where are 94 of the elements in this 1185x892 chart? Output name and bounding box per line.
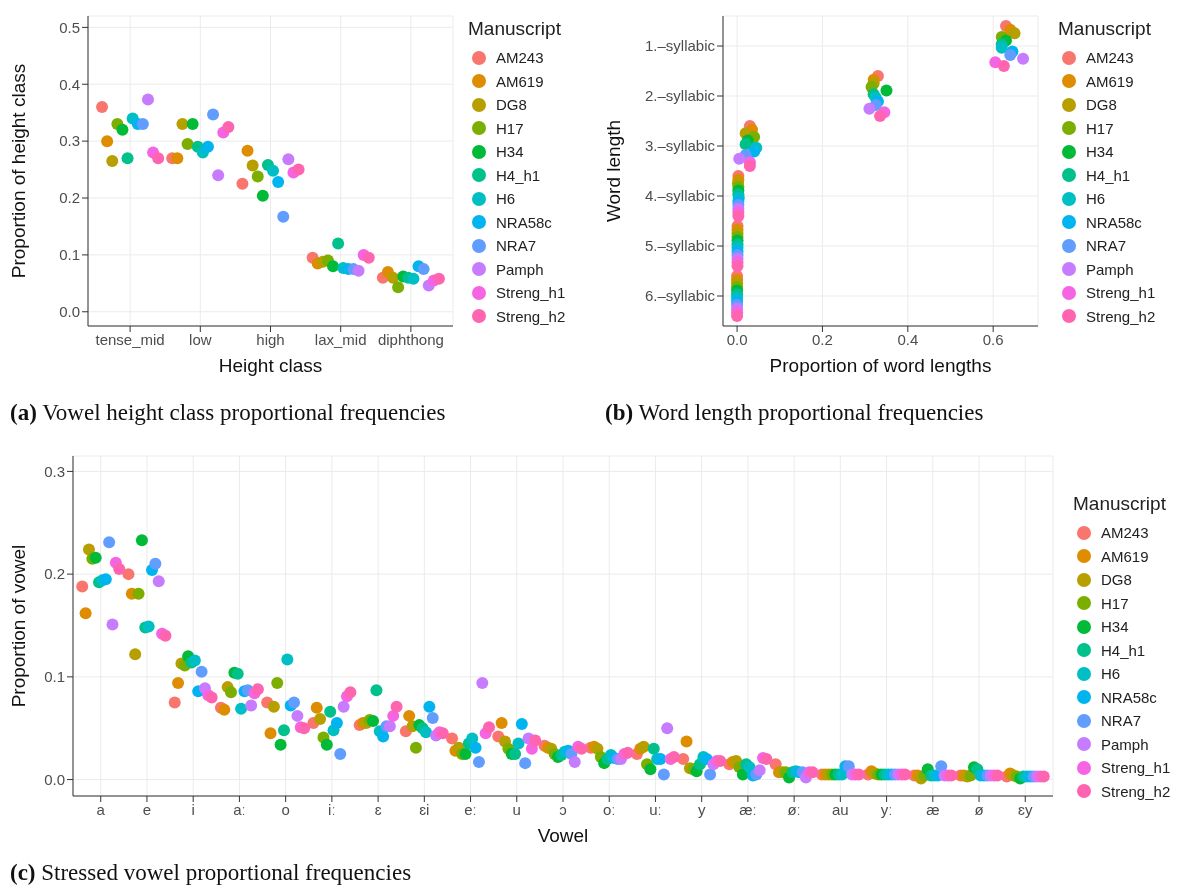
legend-label: H4_h1 <box>1086 166 1131 184</box>
x-tick-label: uː <box>649 800 662 818</box>
y-tick-label: 5.–syllabic <box>644 237 716 255</box>
text: (a) Vowel height class proportional frequencies <box>10 400 446 426</box>
legend-label: NRA58c <box>1101 688 1157 706</box>
legend-label: AM619 <box>496 72 544 90</box>
y-tick-label: 0.4 <box>59 75 80 93</box>
x-axis-title: Height class <box>218 355 323 376</box>
legend-label: H4_h1 <box>1101 641 1146 659</box>
legend-label: Streng_h2 <box>1086 307 1156 325</box>
x-tick-label: ɛy <box>1018 800 1033 818</box>
legend-label: Pamph <box>1086 260 1134 278</box>
legend-label: H6 <box>1086 190 1106 208</box>
legend-label: AM243 <box>1101 524 1149 542</box>
x-tick-label: 0.0 <box>726 330 748 348</box>
legend-label: NRA7 <box>496 237 537 255</box>
x-tick-label: ø <box>974 800 984 818</box>
text: (c) Stressed vowel proportional frequencies <box>10 860 412 886</box>
legend-label: Streng_h1 <box>496 284 566 302</box>
legend-label: H34 <box>1101 618 1129 636</box>
x-tick-label: ɛ <box>374 800 382 818</box>
y-tick-label: 0.1 <box>59 246 80 264</box>
y-tick-label: 0.2 <box>44 565 65 583</box>
legend-label: Streng_h2 <box>496 307 566 325</box>
x-tick-label: 0.2 <box>812 330 833 348</box>
y-tick-label: 0.0 <box>44 770 65 788</box>
x-tick-label: i <box>191 800 195 818</box>
legend-label: Pamph <box>1101 735 1149 753</box>
legend-label: H17 <box>496 119 524 137</box>
x-tick-label: 0.6 <box>982 330 1004 348</box>
x-tick-label: æː <box>739 800 757 818</box>
legend-label: NRA58c <box>1086 213 1142 231</box>
x-tick-label: lax_mid <box>314 330 367 348</box>
legend-label: Pamph <box>496 260 544 278</box>
y-tick-label: 0.0 <box>59 303 80 321</box>
x-tick-label: a <box>96 800 106 818</box>
legend-label: H6 <box>1101 665 1121 683</box>
y-tick-label: 0.2 <box>59 189 80 207</box>
legend-label: H6 <box>496 190 516 208</box>
legend-label: AM243 <box>1086 49 1134 67</box>
x-tick-label: æ <box>926 800 940 818</box>
y-tick-label: 6.–syllabic <box>644 287 716 305</box>
x-tick-label: eː <box>464 800 477 818</box>
x-tick-label: ɛi <box>419 800 430 818</box>
y-tick-label: 0.3 <box>59 132 80 150</box>
x-tick-label: oː <box>602 800 616 818</box>
legend-label: Streng_h2 <box>1101 782 1171 800</box>
x-tick-label: low <box>189 330 212 348</box>
x-tick-label: 0.4 <box>897 330 919 348</box>
legend-label: H34 <box>496 143 524 161</box>
x-tick-label: aː <box>233 800 246 818</box>
legend-label: Streng_h1 <box>1101 759 1171 777</box>
y-axis-title: Word length <box>602 119 624 223</box>
legend-label: H17 <box>1101 594 1129 612</box>
legend-label: AM619 <box>1086 72 1134 90</box>
y-tick-label: 4.–syllabic <box>644 187 716 205</box>
x-tick-label: tense_mid <box>95 330 165 348</box>
x-tick-label: y <box>697 800 706 818</box>
legend-label: NRA58c <box>496 213 552 231</box>
y-tick-label: 0.3 <box>44 462 65 480</box>
x-tick-label: au <box>832 800 849 818</box>
legend-label: DG8 <box>1086 96 1117 114</box>
y-tick-label: 1.–syllabic <box>644 37 716 55</box>
x-tick-label: ɔ <box>559 800 567 818</box>
x-tick-label: øː <box>787 800 801 818</box>
legend-label: H17 <box>1086 119 1114 137</box>
legend-label: H4_h1 <box>496 166 541 184</box>
legend-title: Manuscript <box>468 18 562 40</box>
x-tick-label: u <box>512 800 521 818</box>
y-tick-label: 0.5 <box>59 18 80 36</box>
y-tick-label: 3.–syllabic <box>644 137 716 155</box>
x-tick-label: o <box>281 800 290 818</box>
x-axis-title: Proportion of word lengths <box>769 355 992 376</box>
y-tick-label: 0.1 <box>44 668 65 686</box>
legend-label: Streng_h1 <box>1086 284 1156 302</box>
y-axis-title: Proportion of vowel <box>7 544 29 708</box>
legend-title: Manuscript <box>1058 18 1152 40</box>
legend-title: Manuscript <box>1073 493 1167 515</box>
y-tick-label: 2.–syllabic <box>644 87 716 105</box>
x-axis-title: Vowel <box>537 825 589 846</box>
text: (b) Word length proportional frequencies <box>605 400 984 426</box>
legend-label: DG8 <box>1101 571 1132 589</box>
x-tick-label: yː <box>880 800 893 818</box>
y-axis-title: Proportion of height class <box>7 63 29 279</box>
legend-label: NRA7 <box>1101 712 1142 730</box>
x-tick-label: diphthong <box>377 330 444 348</box>
x-tick-label: high <box>256 330 285 348</box>
x-tick-label: e <box>142 800 152 818</box>
legend-label: DG8 <box>496 96 527 114</box>
legend-label: AM619 <box>1101 547 1149 565</box>
legend-label: NRA7 <box>1086 237 1127 255</box>
legend-label: AM243 <box>496 49 544 67</box>
legend-label: H34 <box>1086 143 1114 161</box>
x-tick-label: iː <box>328 800 336 818</box>
